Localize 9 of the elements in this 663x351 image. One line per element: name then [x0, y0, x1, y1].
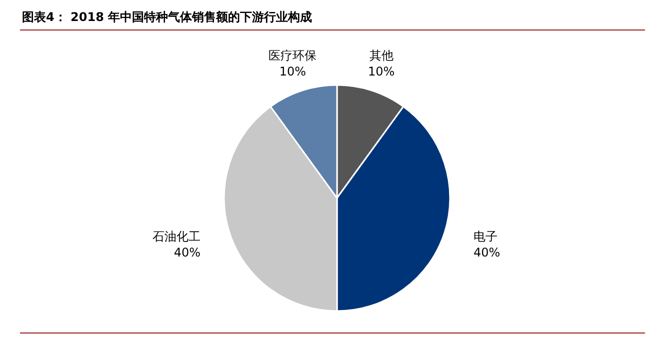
slice-label: 医疗环保: [268, 48, 317, 63]
data-label: 10%: [279, 64, 306, 79]
data-label: 10%: [368, 64, 395, 79]
slice-label: 石油化工: [152, 229, 201, 244]
data-label: 40%: [473, 245, 500, 260]
slice-label: 其他: [369, 48, 394, 63]
slice-label: 电子: [473, 229, 498, 244]
chart-title: 图表4： 2018 年中国特种气体销售额的下游行业构成: [22, 10, 312, 24]
data-label: 40%: [174, 245, 201, 260]
